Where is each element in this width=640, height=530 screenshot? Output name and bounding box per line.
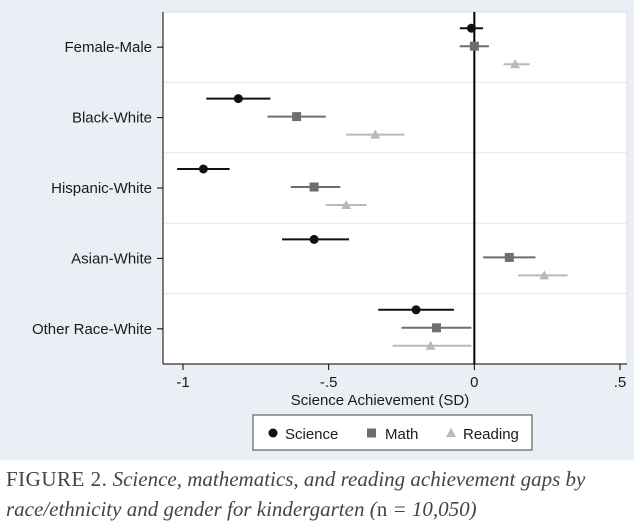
point-math-black-white: [292, 112, 302, 122]
legend: Science Math Reading: [252, 414, 533, 451]
category-label-other-race-white: Other Race-White: [32, 321, 152, 338]
point-science-other-race-white: [411, 305, 421, 315]
point-math-other-race-white: [431, 323, 441, 333]
category-label-female-male: Female-Male: [64, 39, 152, 56]
legend-marker-science: [268, 428, 278, 438]
point-reading-hispanic-white: [341, 200, 352, 209]
legend-marker-math: [367, 428, 376, 438]
figure-caption: FIGURE 2. Science, mathematics, and read…: [6, 464, 634, 524]
point-math-female-male: [469, 41, 479, 51]
x-axis-ticks: -1 -.5 0 .5: [176, 364, 626, 391]
figure-caption-close: ): [469, 497, 477, 521]
legend-label-reading: Reading: [463, 426, 519, 443]
point-reading-other-race-white: [425, 340, 436, 350]
category-label-black-white: Black-White: [72, 110, 152, 127]
plot-area: [162, 11, 628, 365]
point-reading-black-white: [370, 129, 381, 139]
point-science-hispanic-white: [198, 164, 208, 174]
x-tick-label: 0: [470, 374, 478, 391]
figure-caption-lead: FIGURE 2.: [6, 467, 108, 491]
figure-caption-n-label: n: [376, 497, 388, 521]
chart: -1 -.5 0 .5 Female-Male Black-White Hispanic-…: [32, 11, 628, 451]
category-labels: Female-Male Black-White Hispanic-White Asia…: [32, 39, 163, 338]
point-science-black-white: [233, 94, 243, 104]
point-reading-asian-white: [539, 270, 550, 280]
point-math-asian-white: [504, 252, 514, 262]
figure-caption-n-value: = 10,050: [387, 497, 470, 521]
legend-label-math: Math: [385, 426, 418, 443]
x-tick-label: .5: [614, 374, 627, 391]
x-axis-title: Science Achievement (SD): [291, 392, 469, 409]
legend-box: [252, 414, 533, 451]
point-math-hispanic-white: [309, 182, 319, 192]
figure-panel: -1 -.5 0 .5 Female-Male Black-White Hispanic-…: [0, 0, 634, 460]
point-reading-female-male: [510, 59, 521, 69]
legend-label-science: Science: [285, 426, 338, 443]
category-label-asian-white: Asian-White: [71, 250, 152, 267]
figure-caption-body: Science, mathematics, and reading achiev…: [6, 467, 586, 521]
legend-marker-reading: [446, 428, 456, 437]
point-science-asian-white: [309, 234, 319, 244]
x-tick-label: -1: [176, 374, 189, 391]
data-marks: [177, 23, 568, 350]
point-science-female-male: [466, 23, 476, 33]
category-label-hispanic-white: Hispanic-White: [51, 180, 152, 197]
x-tick-label: -.5: [320, 374, 338, 391]
grid-lines: [163, 81, 627, 295]
